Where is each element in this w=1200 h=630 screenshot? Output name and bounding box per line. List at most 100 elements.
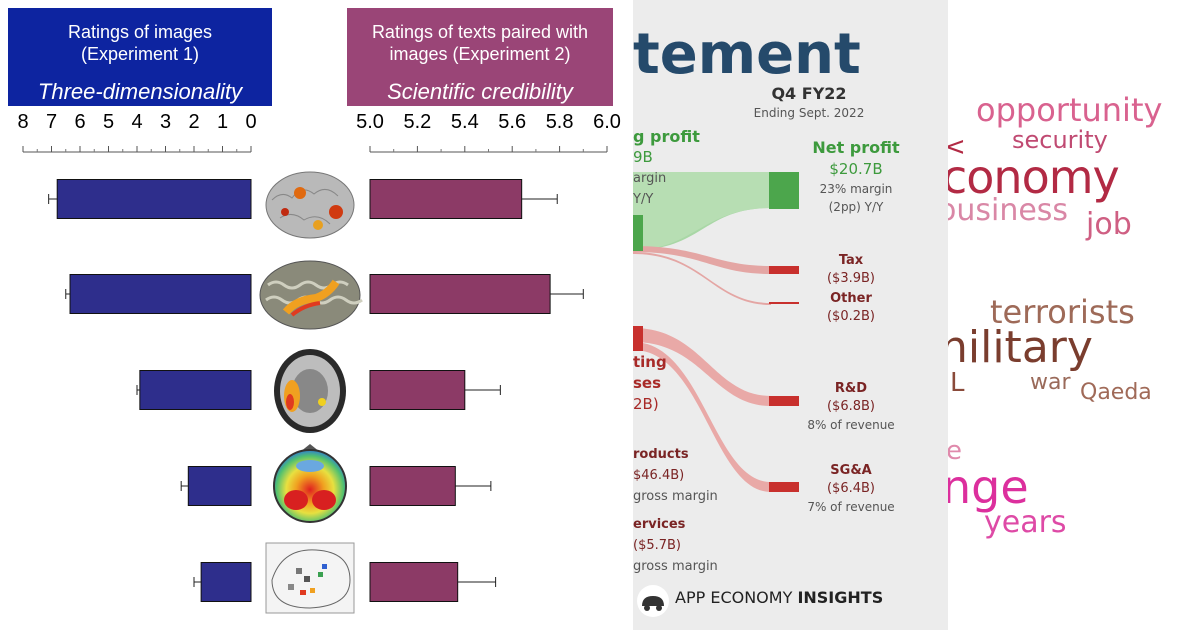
- net-profit-yoy: (2pp) Y/Y: [828, 200, 884, 214]
- gross-profit-label: g profit 9B argin Y/Y: [633, 126, 700, 210]
- eeg-topography-image: [273, 444, 347, 523]
- flow-to-rd: [633, 328, 771, 406]
- net-profit-margin: 23% margin: [819, 182, 893, 196]
- products-value: $46.4B): [633, 468, 685, 483]
- services-title: ervices: [633, 517, 686, 532]
- opex-value: 2B): [633, 395, 659, 413]
- word-security: security: [1012, 126, 1108, 154]
- gross-profit-value: 9B: [633, 148, 653, 166]
- other-label: Other ($0.2B): [801, 290, 901, 326]
- products-title: roducts: [633, 447, 689, 462]
- brain-images-chart-panel: Ratings of images (Experiment 1) Three-di…: [8, 8, 621, 614]
- gross-profit-margin: argin: [633, 171, 667, 186]
- period-ending: Ending Sept. 2022: [753, 106, 865, 120]
- net-profit-label: Net profit $20.7B 23% margin (2pp) Y/Y: [801, 138, 911, 216]
- tax-node: [769, 266, 799, 274]
- gross-profit-node: [633, 215, 643, 251]
- sankey-svg: [633, 172, 799, 617]
- sga-label: SG&A ($6.4B) 7% of revenue: [801, 462, 901, 516]
- left-header-line2: (Experiment 1): [80, 44, 200, 64]
- rd-revenue-share: 8% of revenue: [807, 418, 895, 432]
- left-bar: [56, 179, 252, 219]
- opex-title-line2: ses: [633, 374, 662, 392]
- sga-revenue-share: 7% of revenue: [807, 500, 895, 514]
- word-opportunity: opportunity: [976, 91, 1163, 129]
- other-title: Other: [830, 291, 872, 306]
- right-header-line1: Ratings of texts paired with: [371, 22, 589, 42]
- right-bar: [369, 562, 459, 602]
- left-chart-header: Ratings of images (Experiment 1) Three-di…: [8, 8, 272, 106]
- tax-value: ($3.9B): [826, 271, 875, 286]
- services-value: ($5.7B): [633, 538, 682, 553]
- brand-name-bold: INSIGHTS: [797, 588, 884, 607]
- opex-title: ting: [633, 353, 667, 371]
- brand-footer: APP ECONOMY INSIGHTS: [675, 588, 883, 607]
- left-tick-label: 2: [188, 111, 200, 133]
- right-tick-label: 5.8: [545, 111, 574, 133]
- net-profit-value: $20.7B: [829, 160, 883, 178]
- left-tick-label: 3: [159, 111, 172, 133]
- services-margin: gross margin: [633, 559, 718, 574]
- right-tick-label: 5.2: [403, 111, 432, 133]
- rd-title: R&D: [834, 381, 868, 396]
- tax-label: Tax ($3.9B): [801, 252, 901, 288]
- right-bar: [369, 179, 523, 219]
- gross-profit-yoy: Y/Y: [633, 192, 654, 207]
- left-tick-label: 4: [131, 111, 143, 133]
- net-profit-title: Net profit: [812, 138, 900, 157]
- word-terrorists: terrorists: [990, 293, 1135, 331]
- word-l-fragment: L: [950, 368, 965, 398]
- flow-to-tax-band: [633, 246, 771, 274]
- left-tick-label: 5: [102, 111, 115, 133]
- products-margin: gross margin: [633, 489, 718, 504]
- left-tick-label: 6: [74, 111, 86, 133]
- word-cloud-panel: opportunity security < conomy ousiness j…: [948, 0, 1200, 630]
- opex-node: [633, 326, 643, 351]
- right-header-line2: images (Experiment 2): [389, 44, 571, 64]
- word-business: ousiness: [948, 193, 1069, 228]
- rd-node: [769, 396, 799, 406]
- left-chart-subtitle: Three-dimensionality: [37, 79, 243, 104]
- products-label: roducts $46.4B) gross margin: [633, 444, 718, 507]
- income-statement-panel: tement Q4 FY22 Ending Sept. 2022 g profi…: [633, 0, 948, 630]
- left-bar: [187, 466, 252, 506]
- tax-title: Tax: [838, 253, 864, 268]
- word-change: nge: [948, 460, 1029, 514]
- services-label: ervices ($5.7B) gross margin: [633, 514, 718, 577]
- operating-expenses-label: ting ses 2B): [633, 352, 667, 415]
- word-years: years: [984, 505, 1067, 540]
- right-tick-label: 5.0: [356, 111, 384, 133]
- right-bar: [369, 466, 456, 506]
- axial-mri-slice-image: [274, 349, 346, 433]
- left-tick-label: 7: [45, 111, 58, 133]
- left-tick-label: 1: [216, 111, 229, 133]
- statement-title: tement: [633, 22, 861, 87]
- other-value: ($0.2B): [826, 309, 875, 324]
- sga-title: SG&A: [830, 463, 872, 478]
- rd-label: R&D ($6.8B) 8% of revenue: [801, 380, 901, 434]
- inflated-brain-image: [259, 260, 363, 330]
- word-qaeda: Qaeda: [1080, 380, 1152, 405]
- left-bar: [200, 562, 252, 602]
- right-chart-header: Ratings of texts paired with images (Expe…: [347, 8, 613, 106]
- word-military: nilitary: [948, 322, 1093, 373]
- right-tick-label: 5.6: [498, 111, 527, 133]
- sga-node: [769, 482, 799, 492]
- word-war: war: [1030, 370, 1071, 395]
- left-tick-label: 8: [17, 111, 29, 133]
- right-bar: [369, 370, 466, 410]
- left-bar: [139, 370, 252, 410]
- brain-3d-activation-image: [265, 171, 355, 239]
- right-tick-label: 5.4: [450, 111, 479, 133]
- right-bar: [369, 274, 551, 314]
- word-k-fragment: <: [948, 132, 966, 162]
- flow-profit-main: [633, 172, 771, 250]
- net-profit-node: [769, 172, 799, 209]
- glass-brain-plot-image: [265, 542, 355, 614]
- word-economy: conomy: [948, 150, 1120, 204]
- right-chart-subtitle: Scientific credibility: [387, 79, 573, 104]
- word-job: job: [1086, 207, 1132, 242]
- left-header-line1: Ratings of images: [67, 22, 213, 42]
- left-tick-label: 0: [245, 111, 257, 133]
- app-economy-logo-icon: [637, 585, 669, 617]
